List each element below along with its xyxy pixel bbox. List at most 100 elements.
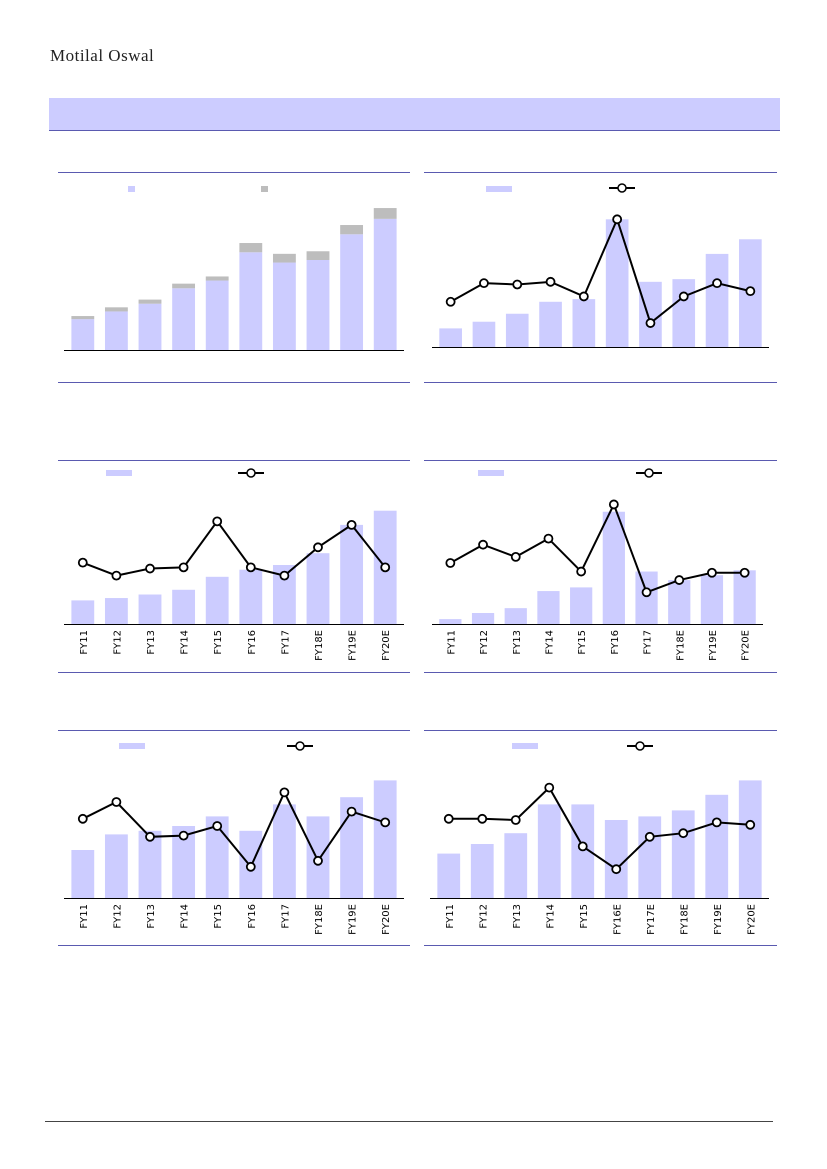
bar [71, 600, 95, 624]
bar [373, 218, 397, 350]
legend-bar-swatch [478, 470, 504, 476]
bar [340, 524, 364, 624]
line-point [178, 830, 189, 841]
panel-rule [58, 672, 410, 673]
line-series [82, 790, 386, 869]
bar [472, 321, 496, 347]
legend-line-swatch [287, 741, 313, 751]
bar-stack [373, 208, 397, 219]
bar [272, 565, 296, 624]
x-tick-label: FY13 [512, 904, 523, 929]
bar [439, 619, 462, 624]
panel-rule [58, 172, 410, 173]
chart-bar-line [432, 183, 769, 348]
bar [172, 288, 196, 350]
panel-rule [58, 730, 410, 731]
footer-rule [45, 1121, 773, 1122]
line-point [645, 318, 656, 328]
line-point [313, 855, 323, 866]
line-point [245, 562, 256, 573]
panel-rule [424, 382, 777, 383]
bar [205, 576, 229, 624]
x-tick-label: FY19E [708, 630, 719, 661]
legend-bar-swatch [512, 743, 538, 749]
bar [605, 219, 629, 347]
bar [671, 810, 695, 898]
line-point [111, 797, 122, 807]
line-point [512, 279, 523, 290]
x-tick-label: FY20E [746, 904, 757, 935]
line-point [707, 567, 717, 578]
x-tick-label: FY18E [314, 904, 325, 935]
bar-stack [172, 283, 196, 289]
x-tick-label: FY17 [280, 630, 291, 655]
bar [635, 571, 658, 624]
x-tick-label: FY11 [446, 630, 457, 655]
x-tick-label: FY14 [545, 904, 556, 929]
line-point [212, 516, 223, 527]
line-point [545, 276, 556, 287]
line-point [510, 815, 521, 825]
x-tick-label: FY11 [445, 904, 456, 929]
legend-line-swatch [636, 468, 662, 478]
line-point [745, 286, 756, 297]
bar [340, 797, 364, 898]
x-tick-label: FY18E [314, 630, 325, 661]
bar [205, 280, 229, 350]
bar [602, 511, 625, 624]
bar [138, 830, 162, 898]
legend-line-swatch [609, 183, 635, 193]
line-series [82, 519, 386, 577]
bar [306, 260, 330, 350]
line-point [145, 563, 155, 574]
panel-rule [58, 382, 410, 383]
x-tick-label: FY12 [478, 904, 489, 929]
bar [306, 553, 330, 624]
line-point [445, 296, 456, 307]
x-tick-label: FY15 [577, 630, 588, 655]
bar-stack [104, 307, 128, 312]
bar [537, 804, 561, 898]
bar [172, 589, 196, 624]
line-point [678, 828, 689, 839]
chart-bar-line: FY11 FY12 FY13 FY14 FY15 FY16E FY17E FY18E FY19E… [430, 741, 769, 935]
chart-stacked-bar [64, 186, 404, 351]
bar-stack [340, 225, 364, 235]
line-point [77, 557, 88, 568]
line-point [346, 806, 357, 817]
bar [672, 279, 696, 347]
section-banner [49, 98, 780, 131]
bar [504, 608, 527, 624]
line-point [611, 864, 622, 875]
bar [738, 780, 762, 898]
panel-rule [58, 460, 410, 461]
bar-stack [138, 299, 162, 304]
bar [239, 252, 263, 350]
x-tick-label: FY18E [675, 630, 686, 661]
bar [71, 850, 95, 898]
bar [138, 303, 162, 350]
bar [373, 780, 397, 898]
line-point [478, 539, 488, 550]
line-point [578, 291, 589, 302]
line-point [674, 575, 685, 585]
legend-bar-swatch [128, 186, 135, 192]
line-point [711, 817, 722, 828]
bar [604, 820, 628, 898]
x-tick-label: FY16 [610, 630, 621, 655]
bar [104, 311, 128, 350]
panel-rule [424, 672, 777, 673]
brand-name: Motilal Oswal [50, 46, 155, 65]
bar [504, 833, 528, 898]
bar-stack [71, 316, 95, 320]
line-point [279, 570, 290, 581]
x-tick-label: FY20E [381, 630, 392, 661]
bar [138, 594, 162, 624]
x-tick-label: FY14 [544, 630, 555, 655]
x-tick-label: FY15 [213, 904, 224, 929]
bar [71, 319, 95, 350]
line-point [443, 813, 454, 824]
chart-bar-line: FY11 FY12 FY13 FY14 FY15 FY16 FY17 FY18E FY19E FY… [64, 468, 404, 661]
line-point [612, 214, 623, 225]
x-tick-label: FY20E [381, 904, 392, 935]
